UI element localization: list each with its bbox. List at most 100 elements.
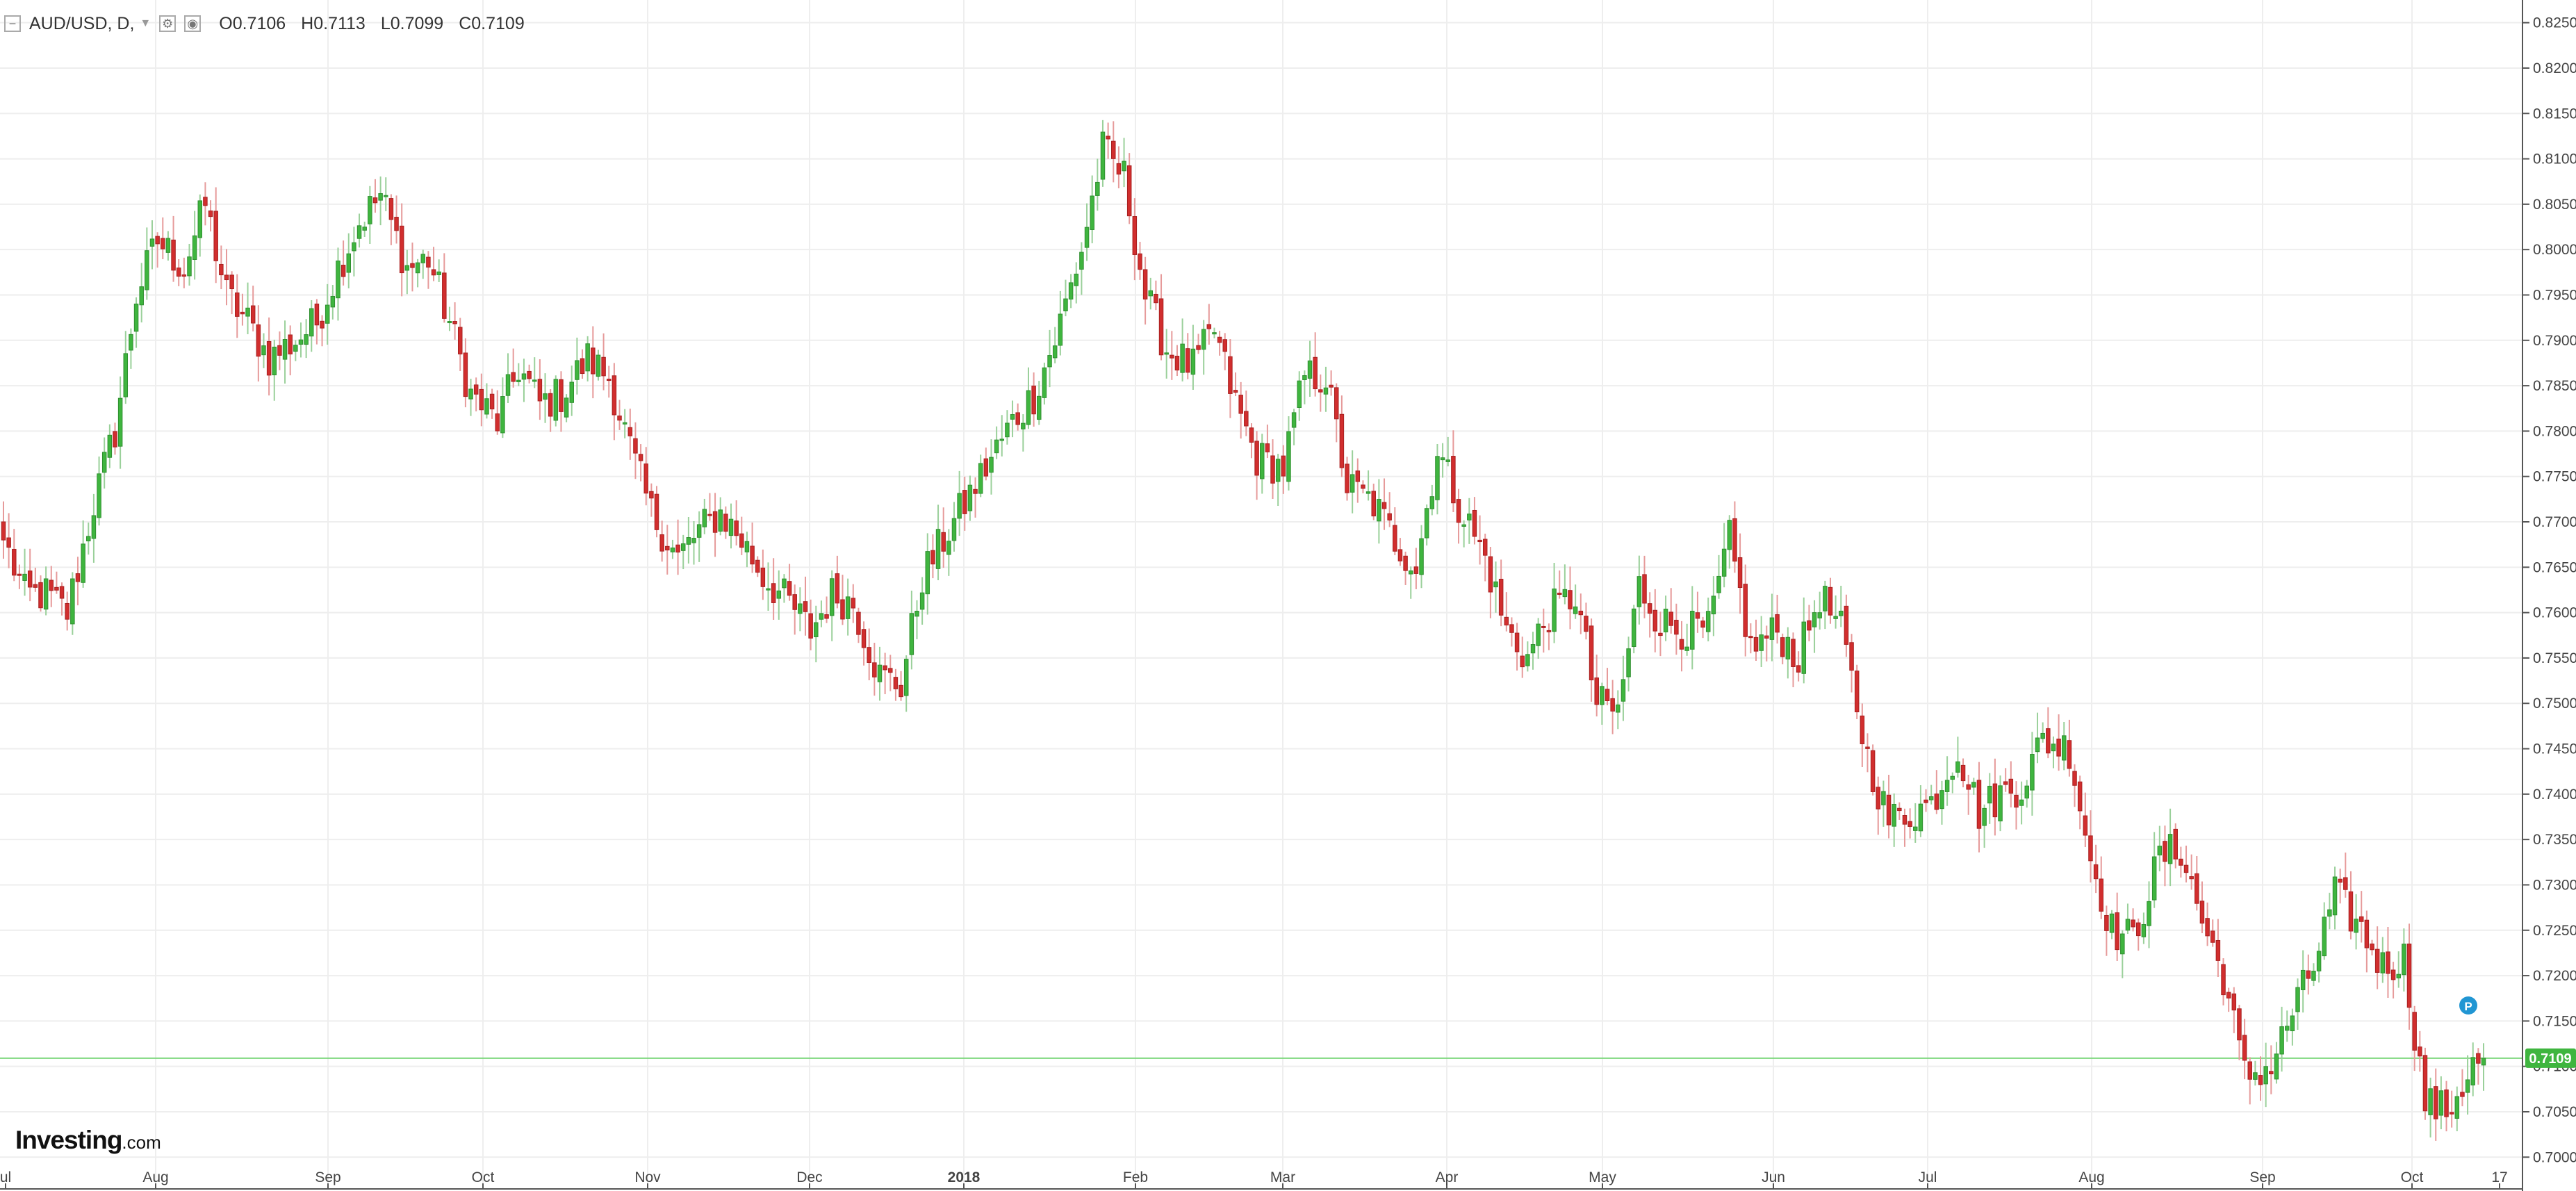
candle-bullish [2332, 876, 2338, 916]
candle-bullish [101, 452, 107, 473]
candle-bullish [1562, 589, 1568, 598]
price-tick-label: 0.7500 [2533, 696, 2576, 712]
candle-bearish [314, 303, 320, 326]
candle-bearish [824, 614, 829, 619]
price-tick-label: 0.7350 [2533, 832, 2576, 848]
candle-bullish [368, 196, 372, 224]
candle-bullish [1785, 636, 1791, 659]
candle-bearish [1313, 356, 1318, 390]
candle-bearish [2242, 1035, 2247, 1061]
time-tick-label: Aug [142, 1169, 168, 1185]
logo-main: Investing [15, 1126, 122, 1154]
candle-bearish [250, 305, 256, 324]
candle-bullish [575, 360, 580, 380]
candle-bearish [1217, 336, 1222, 343]
candle-bullish [2279, 1026, 2284, 1055]
candle-bearish [1371, 491, 1376, 517]
candle-bullish [139, 286, 144, 306]
candle-bullish [1349, 474, 1355, 493]
candle-bearish [17, 573, 22, 576]
candle-bearish [962, 490, 967, 514]
candle-bullish [2470, 1057, 2475, 1086]
time-tick-label: 17 [2491, 1169, 2507, 1185]
candle-bearish [734, 520, 739, 536]
candle-bullish [782, 578, 787, 589]
candle-bearish [1732, 518, 1737, 562]
candle-bullish [877, 664, 883, 682]
candle-bearish [1142, 269, 1148, 299]
candle-bearish [59, 586, 65, 599]
time-axis[interactable]: ul Aug Sep Oct Nov Dec 2018 Feb Mar Apr May Jun Jul A… [0, 1169, 2508, 1189]
candle-bullish [293, 345, 298, 352]
candle-bearish [394, 217, 399, 231]
candle-bearish [2088, 835, 2093, 862]
event-marker[interactable]: P [2459, 996, 2477, 1015]
candle-bearish [1700, 621, 1705, 628]
candle-bearish [1748, 636, 1753, 639]
candle-bullish [569, 381, 574, 403]
candle-bearish [601, 356, 606, 377]
candle-bearish [113, 431, 117, 447]
candle-bearish [808, 613, 813, 639]
last-price-badge: 0.7109 [2525, 1048, 2576, 1068]
candle-bearish [1345, 463, 1349, 493]
candle-bearish [457, 327, 463, 354]
candle-bearish [1186, 348, 1190, 373]
candle-bearish [1015, 412, 1020, 425]
candle-bearish [38, 582, 43, 609]
candle-bullish [622, 422, 627, 425]
candle-bullish [696, 524, 702, 538]
candle-bullish [1536, 623, 1541, 646]
price-tick-label: 0.7800 [2533, 423, 2576, 439]
candle-bearish [1743, 584, 1748, 637]
candle-bullish [2354, 919, 2358, 933]
candle-bullish [951, 518, 957, 541]
ohlc-values: O0.7106 H0.7113 L0.7099 C0.7109 [219, 14, 525, 34]
chevron-down-icon[interactable]: ▼ [140, 17, 151, 29]
candle-bullish [1297, 380, 1302, 408]
candle-bearish [1031, 385, 1036, 415]
candle-bullish [1148, 290, 1154, 297]
candle-bullish [1621, 679, 1626, 702]
settings-icon[interactable]: ⚙ [159, 15, 177, 32]
candle-bearish [1281, 455, 1286, 477]
symbol-label[interactable]: AUD/USD, D, [29, 13, 135, 33]
price-tick-label: 0.7400 [2533, 787, 2576, 803]
candle-bullish [1307, 360, 1313, 379]
candle-bullish [564, 397, 569, 418]
candle-bullish [1164, 352, 1169, 355]
candle-bearish [1111, 140, 1116, 159]
candle-bullish [1684, 646, 1689, 651]
candle-bearish [1796, 665, 1801, 673]
candle-bullish [346, 253, 352, 273]
candle-bearish [1775, 614, 1780, 633]
candle-bullish [1530, 644, 1536, 654]
investing-logo[interactable]: Investing.com [15, 1126, 161, 1155]
collapse-icon[interactable]: − [4, 15, 21, 32]
price-tick-label: 0.8200 [2533, 60, 2576, 76]
candle-bullish [505, 374, 511, 396]
candle-bearish [1170, 354, 1174, 359]
candle-bullish [553, 379, 559, 421]
candle-bearish [1764, 635, 1769, 639]
candle-bearish [1403, 555, 1408, 571]
candle-bearish [426, 256, 431, 268]
candle-bearish [1106, 135, 1110, 140]
candle-bullish [192, 235, 197, 260]
candle-bullish [378, 193, 383, 201]
candle-bearish [479, 388, 484, 411]
candle-bearish [511, 372, 516, 382]
candle-bearish [473, 384, 479, 395]
candle-bearish [1652, 609, 1658, 632]
candle-bearish [181, 274, 187, 277]
candle-bullish [1084, 227, 1090, 248]
candle-bearish [176, 268, 181, 277]
candle-bullish [2274, 1053, 2279, 1080]
hide-icon[interactable]: ◉ [184, 15, 202, 32]
candle-bearish [1976, 780, 1982, 829]
price-axis[interactable]: 0.70000.70500.71000.71500.72000.72500.73… [2522, 15, 2576, 1166]
candle-bearish [2067, 740, 2072, 769]
candle-bullish [2327, 909, 2332, 917]
low-value: L0.7099 [380, 13, 444, 33]
